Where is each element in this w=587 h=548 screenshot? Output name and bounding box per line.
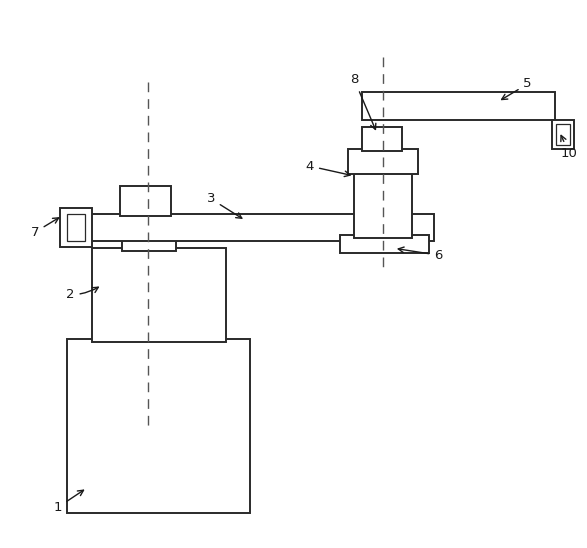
Bar (92, 248, 225, 342)
Text: 5: 5 (502, 77, 532, 100)
Bar (355, 171, 412, 238)
Text: 3: 3 (207, 192, 242, 218)
Bar (68, 339, 251, 512)
Text: 10: 10 (561, 135, 578, 159)
Text: 2: 2 (66, 287, 98, 301)
Bar (552, 119, 574, 149)
Text: 1: 1 (53, 490, 83, 514)
Text: 8: 8 (350, 73, 376, 129)
Text: 6: 6 (398, 247, 443, 262)
Text: 4: 4 (306, 159, 350, 176)
Bar (349, 149, 418, 174)
Bar (120, 186, 171, 215)
Bar (362, 92, 555, 119)
Bar (362, 127, 402, 151)
Bar (122, 215, 176, 251)
Bar (87, 214, 434, 241)
Bar (68, 214, 85, 241)
Bar (339, 236, 429, 253)
Bar (60, 208, 92, 247)
Bar (556, 123, 570, 145)
Text: 7: 7 (31, 218, 59, 239)
